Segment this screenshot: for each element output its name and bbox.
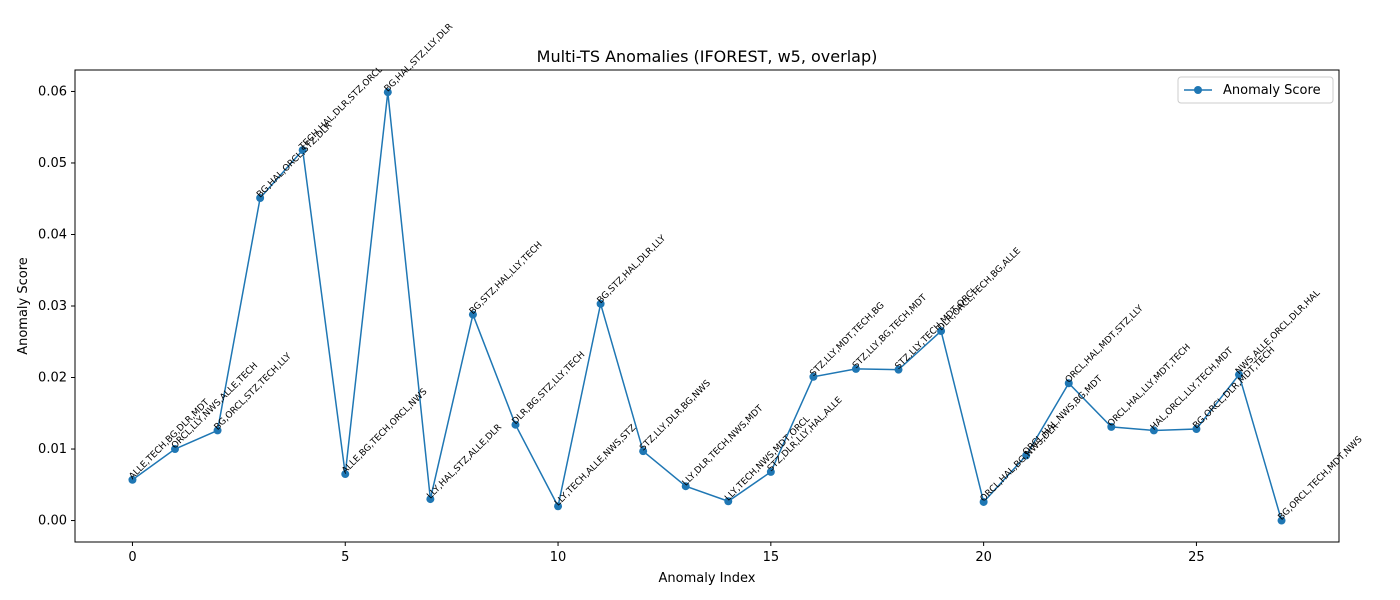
- y-tick-label: 0.04: [38, 227, 67, 242]
- legend-label: Anomaly Score: [1223, 83, 1321, 98]
- data-point: [1107, 422, 1116, 431]
- data-point: [979, 497, 988, 506]
- y-axis-title: Anomaly Score: [16, 257, 31, 355]
- data-point: [1192, 425, 1201, 434]
- y-tick-label: 0.03: [38, 299, 67, 314]
- y-tick-label: 0.01: [38, 442, 67, 457]
- data-point: [724, 497, 733, 506]
- x-tick-label: 25: [1188, 550, 1205, 565]
- legend-box: [1177, 76, 1334, 104]
- data-point: [681, 482, 690, 491]
- data-point: [383, 88, 392, 97]
- data-point: [554, 502, 563, 511]
- y-tick-label: 0.05: [38, 156, 67, 171]
- data-point: [639, 447, 648, 456]
- data-point: [809, 372, 818, 381]
- data-point: [256, 194, 265, 203]
- data-point: [511, 420, 520, 429]
- data-point: [128, 475, 137, 484]
- data-point: [213, 426, 222, 435]
- x-tick-label: 0: [128, 550, 136, 565]
- legend: Anomaly Score: [1177, 76, 1334, 104]
- x-tick-label: 15: [763, 550, 780, 565]
- data-point: [937, 327, 946, 336]
- data-point: [468, 310, 477, 319]
- y-tick-label: 0.06: [38, 84, 67, 99]
- x-tick-label: 5: [341, 550, 349, 565]
- data-point: [171, 445, 180, 454]
- y-tick-label: 0.00: [38, 514, 67, 529]
- y-tick-label: 0.02: [38, 371, 67, 386]
- data-point: [1234, 370, 1243, 379]
- x-tick-label: 20: [975, 550, 992, 565]
- series-line: [132, 92, 1283, 521]
- data-point: [1149, 426, 1158, 435]
- x-axis-title: Anomaly Index: [659, 571, 756, 586]
- data-point: [298, 146, 307, 155]
- plot-area: [75, 70, 1339, 542]
- axes-layer: 0 5 10 15 20 25 0.00 0.01 0.02 0.03 0.04 0.05 0.06: [38, 69, 1340, 565]
- chart-title: Multi-TS Anomalies (IFOREST, w5, overlap…: [537, 47, 878, 66]
- data-point: [1022, 451, 1031, 460]
- data-point: [851, 364, 860, 373]
- legend-point-marker: [1194, 86, 1202, 94]
- data-point: [341, 470, 350, 479]
- data-point: [894, 365, 903, 374]
- x-tick-label: 10: [550, 550, 567, 565]
- data-point: [426, 495, 435, 504]
- data-point: [1277, 516, 1286, 525]
- data-point: [1064, 379, 1073, 388]
- data-point: [596, 299, 605, 308]
- data-point: [766, 467, 775, 476]
- points-layer: [128, 88, 1286, 525]
